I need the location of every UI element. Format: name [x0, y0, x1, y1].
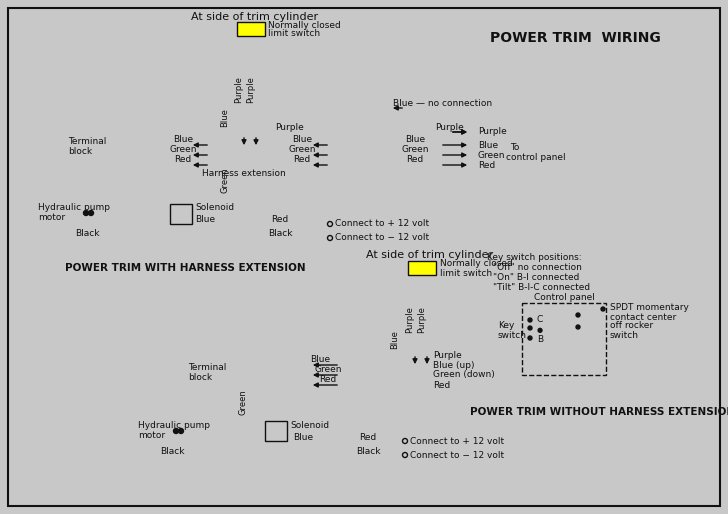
- Text: Solenoid: Solenoid: [290, 420, 329, 430]
- Text: B: B: [537, 336, 543, 344]
- Text: block: block: [68, 148, 92, 156]
- Text: "Off" no connection: "Off" no connection: [493, 264, 582, 272]
- Text: Blue (up): Blue (up): [433, 360, 475, 370]
- Text: Red: Red: [320, 376, 336, 384]
- Text: Normally closed: Normally closed: [268, 21, 341, 29]
- Text: motor: motor: [38, 212, 65, 222]
- Text: Red: Red: [175, 156, 191, 164]
- Circle shape: [528, 336, 532, 340]
- Circle shape: [89, 211, 93, 215]
- Circle shape: [601, 307, 605, 311]
- Text: Red: Red: [360, 432, 376, 442]
- Text: Connect to − 12 volt: Connect to − 12 volt: [410, 450, 504, 460]
- Text: Purple: Purple: [247, 77, 256, 103]
- Bar: [522, 303, 606, 375]
- Text: Blue — no connection: Blue — no connection: [393, 99, 492, 107]
- Text: "On" B-I connected: "On" B-I connected: [493, 273, 579, 283]
- Text: switch: switch: [498, 331, 527, 340]
- Text: control panel: control panel: [506, 154, 566, 162]
- Text: Red: Red: [433, 380, 450, 390]
- Text: Purple: Purple: [234, 77, 243, 103]
- Text: block: block: [188, 374, 212, 382]
- Text: POWER TRIM  WIRING: POWER TRIM WIRING: [490, 31, 661, 45]
- Text: At side of trim cylinder: At side of trim cylinder: [366, 250, 494, 260]
- Text: Solenoid: Solenoid: [195, 204, 234, 212]
- Text: Black: Black: [268, 229, 292, 238]
- Bar: [265, 421, 287, 441]
- Text: Blue: Blue: [292, 136, 312, 144]
- Circle shape: [576, 325, 580, 329]
- Text: Connect to − 12 volt: Connect to − 12 volt: [335, 233, 429, 243]
- Text: ●: ●: [537, 327, 543, 333]
- Text: Red: Red: [272, 215, 288, 225]
- Text: Blue: Blue: [390, 331, 400, 350]
- Text: Black: Black: [160, 447, 184, 455]
- Text: Green: Green: [401, 145, 429, 155]
- Text: motor: motor: [138, 431, 165, 439]
- Text: SPDT momentary: SPDT momentary: [610, 303, 689, 313]
- Text: Blue: Blue: [478, 140, 498, 150]
- Text: off rocker: off rocker: [610, 321, 653, 331]
- Text: Blue: Blue: [293, 432, 313, 442]
- Circle shape: [178, 429, 183, 433]
- Text: To: To: [510, 143, 519, 153]
- Text: Normally closed: Normally closed: [440, 260, 513, 268]
- Text: Green: Green: [239, 389, 248, 415]
- Text: Purple: Purple: [417, 306, 427, 334]
- Text: Green: Green: [288, 145, 316, 155]
- Text: Red: Red: [478, 160, 495, 170]
- Text: Connect to + 12 volt: Connect to + 12 volt: [335, 219, 429, 229]
- Text: Terminal: Terminal: [68, 138, 106, 146]
- Text: Hydraulic pump: Hydraulic pump: [138, 420, 210, 430]
- Text: Blue: Blue: [221, 108, 229, 127]
- Text: Purple: Purple: [433, 351, 462, 359]
- Bar: [170, 204, 192, 224]
- Text: At side of trim cylinder: At side of trim cylinder: [191, 12, 319, 22]
- Text: Harness extension: Harness extension: [202, 170, 286, 178]
- Text: Purple: Purple: [435, 122, 464, 132]
- Text: C: C: [537, 316, 543, 324]
- Text: Key switch positions:: Key switch positions:: [487, 253, 582, 263]
- Bar: [237, 22, 265, 36]
- Circle shape: [576, 313, 580, 317]
- Text: Blue: Blue: [310, 356, 330, 364]
- Bar: [408, 261, 436, 275]
- Text: Black: Black: [356, 447, 380, 455]
- Text: Blue: Blue: [173, 136, 193, 144]
- Text: Blue: Blue: [405, 136, 425, 144]
- Text: limit switch: limit switch: [268, 29, 320, 39]
- Text: Hydraulic pump: Hydraulic pump: [38, 203, 110, 211]
- Text: Connect to + 12 volt: Connect to + 12 volt: [410, 436, 504, 446]
- Circle shape: [84, 211, 89, 215]
- Text: Green (down): Green (down): [433, 371, 495, 379]
- Circle shape: [173, 429, 178, 433]
- Text: Green: Green: [169, 145, 197, 155]
- Text: Blue: Blue: [195, 215, 215, 225]
- Text: Green: Green: [478, 151, 505, 159]
- Text: Terminal: Terminal: [188, 363, 226, 373]
- Text: Purple: Purple: [405, 306, 414, 334]
- Text: Key: Key: [498, 321, 515, 329]
- Text: Green: Green: [221, 167, 229, 193]
- Text: POWER TRIM WITHOUT HARNESS EXTENSION: POWER TRIM WITHOUT HARNESS EXTENSION: [470, 407, 728, 417]
- Text: Control panel: Control panel: [534, 293, 595, 303]
- Text: Purple: Purple: [276, 122, 304, 132]
- Text: switch: switch: [610, 331, 639, 340]
- Text: Black: Black: [75, 229, 100, 238]
- Text: Purple: Purple: [478, 127, 507, 137]
- Text: limit switch: limit switch: [440, 268, 492, 278]
- Text: Red: Red: [293, 156, 311, 164]
- Text: Red: Red: [406, 156, 424, 164]
- Text: POWER TRIM WITH HARNESS EXTENSION: POWER TRIM WITH HARNESS EXTENSION: [65, 263, 306, 273]
- Text: "Tilt" B-I-C connected: "Tilt" B-I-C connected: [493, 284, 590, 292]
- Text: Green: Green: [314, 365, 341, 375]
- Text: contact center: contact center: [610, 313, 676, 321]
- Circle shape: [528, 326, 532, 330]
- Circle shape: [528, 318, 532, 322]
